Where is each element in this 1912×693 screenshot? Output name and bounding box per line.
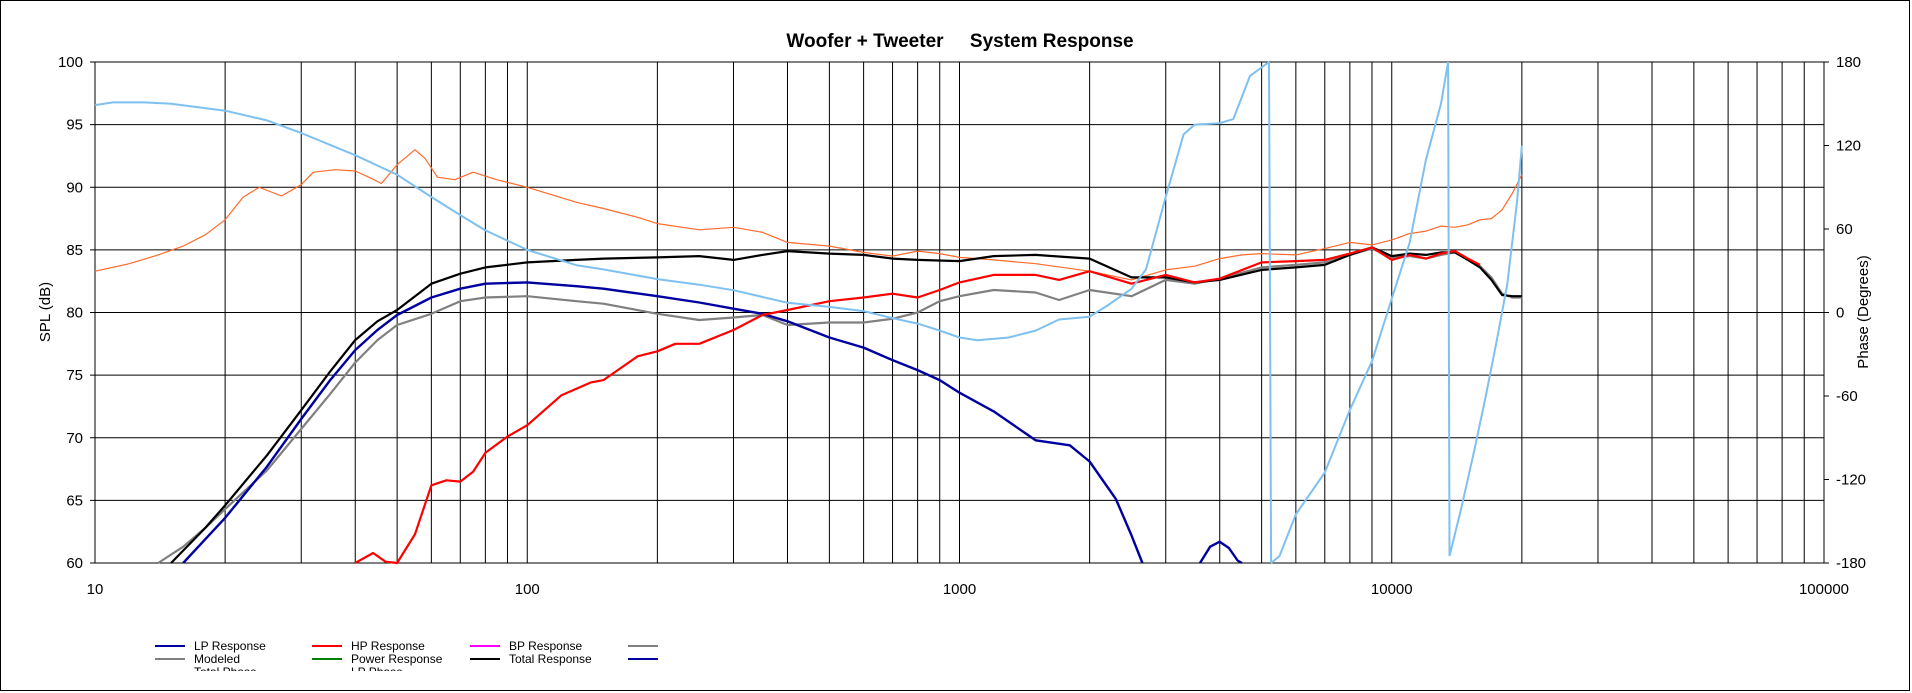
legend-label: HP Response (351, 639, 425, 653)
y2-tick-label: -60 (1836, 388, 1858, 405)
legend: LP Response HP Response BP Response Modeled… (155, 639, 658, 679)
legend-label: Modeled (194, 652, 240, 666)
legend-label: Power Response (351, 652, 443, 666)
series-group (94, 61, 1523, 565)
series-line (1268, 61, 1273, 564)
legend-label: BP Response (509, 639, 582, 653)
y2-tick-label: 0 (1836, 305, 1844, 322)
x-tick-label: 10000 (1371, 581, 1413, 598)
series-line (94, 61, 1270, 342)
y-axis-label: SPL (dB) (37, 282, 54, 342)
y-tick-label: 65 (66, 492, 83, 509)
series-line (1448, 145, 1523, 557)
x-tick-label: 1000 (943, 581, 976, 598)
y-tick-label: 70 (66, 430, 83, 447)
series-line (170, 246, 1522, 564)
legend-label: Total Phase (194, 665, 257, 679)
y2-tick-label: 120 (1836, 138, 1861, 155)
y2-axis-label: Phase (Degrees) (1855, 255, 1872, 368)
legend-label: Total Response (509, 652, 592, 666)
x-tick-label: 100 (515, 581, 540, 598)
grid (95, 62, 1824, 563)
series-line (1198, 540, 1243, 565)
y2-tick-label: -120 (1836, 472, 1866, 489)
y2-tick-label: -180 (1836, 555, 1866, 572)
x-tick-label: 100000 (1799, 581, 1849, 598)
series-line (94, 149, 1523, 281)
y-tick-label: 85 (66, 242, 83, 259)
y2-tick-label: 180 (1836, 54, 1861, 71)
y-tick-label: 95 (66, 117, 83, 134)
chart-title: Woofer + Tweeter System Response (786, 31, 1133, 52)
legend-label: LP Response (194, 639, 266, 653)
series-line (354, 246, 1481, 565)
series-line (1270, 61, 1450, 564)
legend-label: LP Phase (351, 665, 403, 679)
y-tick-label: 60 (66, 555, 83, 572)
y-tick-label: 90 (66, 179, 83, 196)
series-line (182, 281, 1144, 564)
x-tick-label: 10 (87, 581, 104, 598)
y-tick-label: 75 (66, 367, 83, 384)
axes: 10 100 1000 10000 100000 100 95 90 85 80 75 70 65 60 1… (58, 54, 1866, 598)
y2-tick-label: 60 (1836, 221, 1853, 238)
legend-items: LP Response HP Response BP Response Modeled… (155, 639, 658, 679)
y-tick-label: 100 (58, 54, 83, 71)
y-tick-label: 80 (66, 305, 83, 322)
series-line (1447, 61, 1451, 557)
